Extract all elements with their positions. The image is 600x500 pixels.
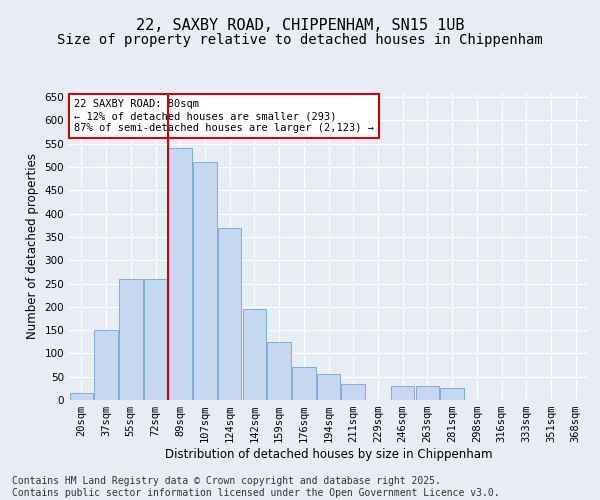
Bar — [94, 330, 118, 400]
Bar — [391, 386, 415, 400]
Bar — [292, 368, 316, 400]
Text: 22, SAXBY ROAD, CHIPPENHAM, SN15 1UB: 22, SAXBY ROAD, CHIPPENHAM, SN15 1UB — [136, 18, 464, 32]
Bar — [440, 388, 464, 400]
Bar — [193, 162, 217, 400]
Text: Size of property relative to detached houses in Chippenham: Size of property relative to detached ho… — [57, 33, 543, 47]
Bar — [268, 342, 291, 400]
Bar — [169, 148, 192, 400]
Bar — [341, 384, 365, 400]
Bar — [242, 309, 266, 400]
Y-axis label: Number of detached properties: Number of detached properties — [26, 153, 39, 339]
Bar — [317, 374, 340, 400]
Text: Contains HM Land Registry data © Crown copyright and database right 2025.
Contai: Contains HM Land Registry data © Crown c… — [12, 476, 500, 498]
Bar — [144, 279, 167, 400]
Text: 22 SAXBY ROAD: 80sqm
← 12% of detached houses are smaller (293)
87% of semi-deta: 22 SAXBY ROAD: 80sqm ← 12% of detached h… — [74, 100, 374, 132]
Bar — [70, 393, 93, 400]
X-axis label: Distribution of detached houses by size in Chippenham: Distribution of detached houses by size … — [165, 448, 492, 461]
Bar — [416, 386, 439, 400]
Bar — [218, 228, 241, 400]
Bar — [119, 279, 143, 400]
